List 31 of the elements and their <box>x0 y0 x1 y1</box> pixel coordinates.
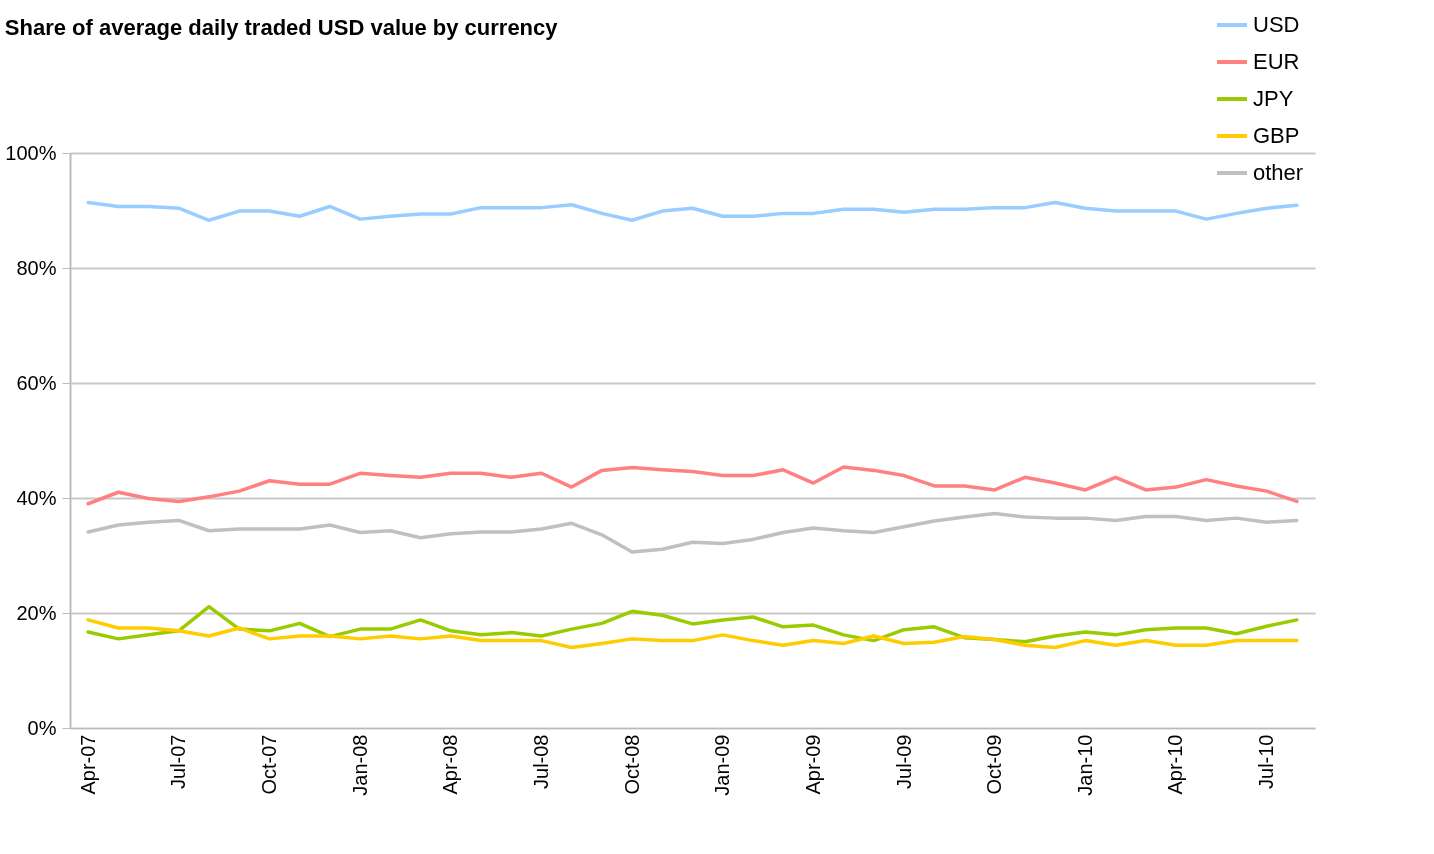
x-tick-label: Jul-10 <box>1255 734 1278 789</box>
chart-title: Share of average daily traded USD value by currency <box>4 15 559 40</box>
line-series <box>86 465 1299 506</box>
y-tick-label: 80% <box>16 256 57 279</box>
legend-label: GBP <box>1253 123 1300 148</box>
x-tick-label: Jan-09 <box>711 734 734 796</box>
x-tick-label: Jul-09 <box>892 734 915 789</box>
x-tick-label: Jan-08 <box>348 734 371 796</box>
y-tick-label: 0% <box>27 716 57 739</box>
x-tick-label: Apr-10 <box>1164 734 1187 795</box>
x-tick-label: Oct-08 <box>620 734 643 795</box>
y-tick-label: 100% <box>5 141 57 164</box>
line-series <box>86 511 1299 554</box>
x-tick-label: Oct-09 <box>983 734 1006 795</box>
y-tick-label: 60% <box>16 371 57 394</box>
x-tick-label: Jul-08 <box>529 734 552 789</box>
x-tick-label: Jan-10 <box>1073 734 1096 796</box>
x-tick-label: Apr-09 <box>801 734 824 795</box>
line-series <box>86 200 1299 223</box>
line-series <box>86 618 1299 650</box>
legend-label: other <box>1253 160 1304 185</box>
y-tick-label: 20% <box>16 601 57 624</box>
line-series <box>86 604 1299 644</box>
x-tick-label: Jul-07 <box>167 734 190 789</box>
x-tick-label: Apr-08 <box>439 734 462 795</box>
y-tick-label: 40% <box>16 486 57 509</box>
legend-label: USD <box>1253 12 1300 37</box>
legend-label: EUR <box>1253 49 1300 74</box>
legend-label: JPY <box>1253 86 1294 111</box>
x-tick-label: Oct-07 <box>257 734 280 795</box>
x-tick-label: Apr-07 <box>76 734 99 795</box>
